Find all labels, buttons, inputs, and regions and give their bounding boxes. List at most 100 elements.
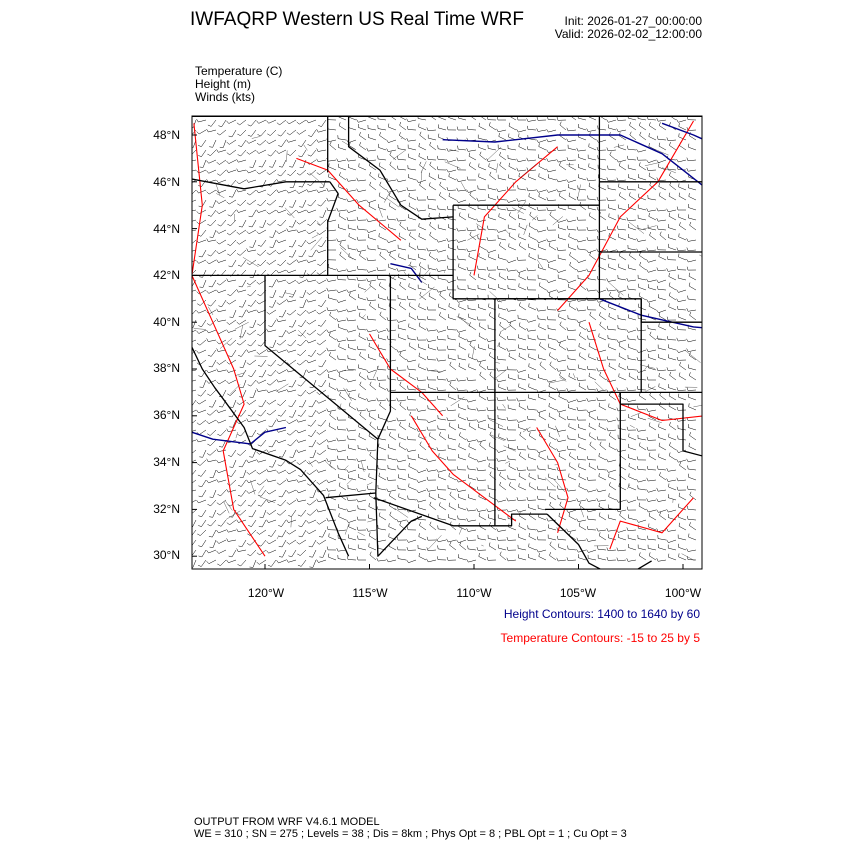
wind-barb	[488, 492, 497, 501]
wind-barb	[286, 329, 297, 334]
wind-barb	[192, 199, 197, 202]
wind-barb	[196, 339, 207, 346]
wind-barb	[216, 409, 227, 413]
wind-barb	[299, 159, 307, 168]
wind-barb	[648, 383, 657, 391]
wind-barb	[249, 449, 257, 458]
wind-barb	[536, 216, 547, 221]
wind-barb	[487, 414, 497, 421]
wind-barb	[658, 433, 667, 441]
wind-barb	[447, 326, 457, 331]
wind-barb	[487, 206, 497, 211]
wind-barb	[236, 339, 247, 346]
wind-barb	[338, 224, 347, 231]
county-line	[456, 316, 470, 325]
wind-barb	[527, 125, 537, 131]
wind-barb	[266, 309, 277, 315]
wind-barb	[378, 222, 387, 231]
wind-barb	[536, 139, 547, 143]
wind-barb	[688, 193, 697, 201]
wind-barb	[467, 405, 477, 411]
wind-barb	[498, 254, 507, 261]
county-line	[713, 357, 719, 361]
wind-barb	[556, 289, 567, 293]
wind-barb	[386, 317, 397, 321]
wind-barb	[467, 284, 477, 291]
wind-barb	[226, 319, 237, 325]
wind-barb	[686, 157, 697, 162]
wind-barb	[237, 259, 247, 267]
wind-barb	[378, 334, 387, 341]
wind-barb	[206, 238, 217, 242]
wind-barb	[596, 357, 607, 361]
wind-barb	[346, 289, 357, 293]
wind-barbs	[192, 116, 697, 568]
wind-barb	[386, 148, 397, 152]
wind-barb	[286, 388, 297, 393]
wind-barb	[586, 128, 597, 132]
wind-barb	[346, 337, 357, 342]
wind-barb	[216, 259, 227, 263]
wind-barb	[257, 489, 267, 497]
wind-barb	[196, 329, 207, 334]
wind-barb	[628, 443, 637, 451]
wind-barb	[536, 536, 547, 541]
wind-barb	[237, 559, 247, 567]
wind-barb	[447, 485, 457, 491]
wind-barb	[458, 362, 467, 371]
state-border	[546, 513, 652, 569]
wind-barb	[247, 409, 257, 417]
county-line	[421, 170, 423, 181]
wind-barb	[286, 429, 297, 436]
wind-barb	[576, 259, 587, 263]
county-line	[247, 285, 251, 288]
wind-barb	[678, 123, 687, 131]
wind-barb	[386, 296, 397, 301]
wind-barb	[559, 121, 567, 131]
wind-barb	[196, 289, 207, 295]
wind-barb	[457, 515, 467, 521]
wind-barb	[209, 469, 217, 478]
wind-barb	[516, 397, 527, 402]
wind-barb	[192, 149, 197, 155]
wind-barb	[286, 539, 297, 545]
wind-barb	[277, 219, 287, 227]
wind-barb	[666, 528, 677, 532]
wind-barb	[357, 535, 367, 541]
wind-barb	[596, 436, 607, 441]
wind-barb	[689, 432, 697, 441]
wind-barb	[207, 429, 217, 436]
wind-barb	[418, 352, 427, 361]
wind-barb	[656, 159, 667, 164]
wind-barb	[289, 319, 297, 328]
wind-barb	[538, 553, 547, 561]
wind-barb	[388, 263, 397, 271]
county-line	[494, 361, 500, 364]
wind-barb	[456, 187, 467, 192]
wind-barb	[456, 478, 467, 483]
wind-barb	[217, 489, 227, 497]
temperature-contour	[725, 217, 763, 545]
county-line	[505, 461, 510, 464]
wind-barb	[306, 169, 317, 176]
wind-barb	[286, 529, 297, 535]
wind-barb	[336, 448, 347, 453]
wind-barb	[206, 128, 217, 133]
wind-barb	[618, 342, 627, 351]
county-line	[460, 182, 467, 193]
wind-barb	[287, 149, 297, 156]
wind-barb	[269, 459, 277, 468]
wind-barb	[399, 302, 407, 311]
wind-barb	[229, 459, 237, 468]
wind-barb	[196, 499, 207, 504]
wind-barb	[648, 412, 657, 421]
wind-barb	[637, 386, 647, 391]
wind-barb	[616, 557, 627, 562]
wind-barb	[296, 419, 307, 423]
wind-barb	[676, 266, 687, 271]
wind-barb	[579, 502, 587, 511]
wind-barb	[548, 423, 557, 431]
wind-barb	[496, 457, 507, 462]
wind-barb	[597, 554, 607, 561]
wind-barb	[617, 314, 627, 321]
